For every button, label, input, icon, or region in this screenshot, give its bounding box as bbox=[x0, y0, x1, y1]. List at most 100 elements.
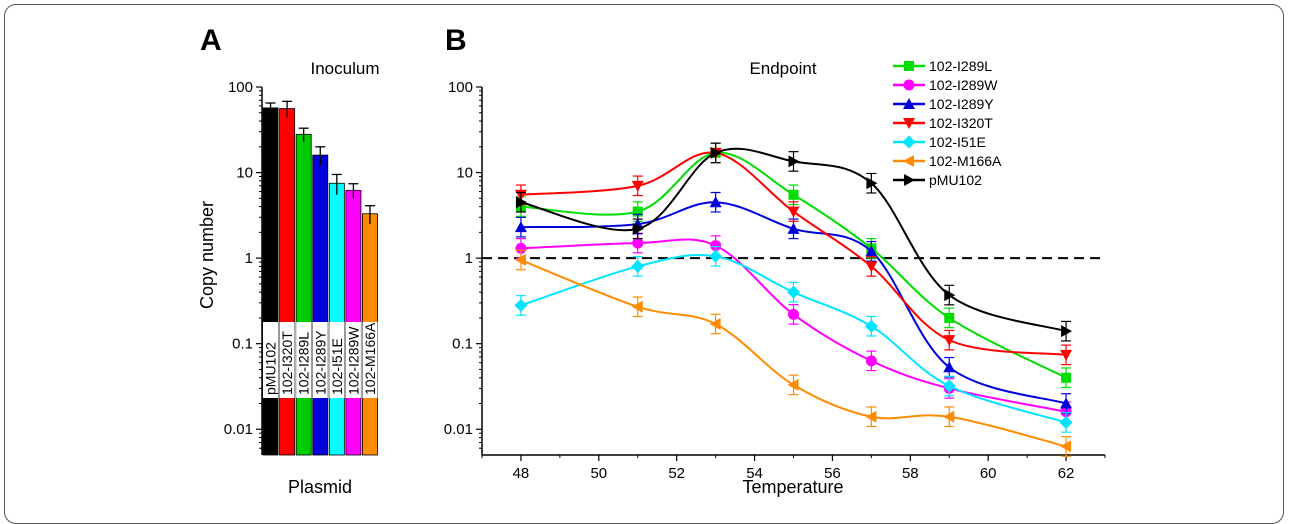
chart-b-data-point bbox=[787, 285, 800, 299]
chart-b-x-tick-label: 56 bbox=[824, 465, 841, 482]
chart-a-bar bbox=[279, 108, 296, 456]
chart-b-data-point bbox=[788, 155, 800, 168]
chart-b-legend: 102-I289L 102-I289W 102-I289Y 102-I320T 102-… bbox=[893, 58, 1002, 188]
chart-b-data-point bbox=[944, 289, 956, 302]
chart-a-bar bbox=[328, 182, 345, 456]
chart-a-label-band bbox=[312, 322, 328, 398]
chart-b-legend-marker bbox=[904, 61, 914, 71]
chart-b-data-point bbox=[709, 249, 723, 263]
chart-b-data-point bbox=[710, 240, 722, 252]
chart-b-data-point bbox=[1060, 440, 1072, 453]
chart-b-legend-label: 102-I51E bbox=[929, 134, 986, 150]
chart-a-label-band bbox=[345, 322, 361, 398]
chart-b-x-tick-label: 48 bbox=[513, 465, 530, 482]
chart-a-bar bbox=[262, 107, 279, 456]
chart-a-category-label: 102-M166A bbox=[362, 322, 378, 395]
chart-b-data-point bbox=[710, 146, 722, 159]
chart-a-label-band bbox=[362, 322, 378, 398]
chart-b-data-point bbox=[1061, 372, 1072, 383]
chart-b-data-point bbox=[1060, 349, 1073, 361]
chart-b-legend-label: 102-I320T bbox=[929, 115, 993, 131]
chart-a-category-label: 102-I320T bbox=[279, 331, 295, 395]
chart-b-data-point bbox=[514, 298, 528, 312]
chart-a-category-label: pMU102 bbox=[263, 342, 279, 395]
chart-b-data-point bbox=[631, 259, 645, 273]
chart-b-legend-marker bbox=[903, 155, 914, 167]
chart-b-data-point bbox=[514, 221, 527, 233]
chart-b-data-point bbox=[709, 196, 722, 208]
chart-b-xlabel: Temperature bbox=[742, 477, 843, 497]
chart-b-data-point bbox=[709, 317, 721, 330]
chart-b-data-point bbox=[787, 206, 800, 218]
chart-b-data-point bbox=[788, 189, 799, 200]
chart-b-data-point bbox=[632, 237, 644, 249]
chart-b-legend-label: 102-I289L bbox=[929, 58, 992, 74]
chart-b-data-point bbox=[787, 378, 799, 391]
chart-a-y-tick-label: 100 bbox=[228, 79, 253, 96]
chart-a-bar bbox=[295, 133, 312, 456]
chart-b-data-point bbox=[1060, 397, 1073, 409]
chart-b-x-tick-label: 54 bbox=[746, 465, 763, 482]
chart-b-data-point bbox=[943, 335, 956, 347]
chart-b-y-tick-label: 0.1 bbox=[452, 336, 473, 353]
chart-a-label-band bbox=[263, 322, 279, 398]
chart-b-data-point bbox=[788, 308, 799, 320]
chart-a-y-tick-label: 0.1 bbox=[232, 336, 253, 353]
chart-b-data-point bbox=[632, 222, 644, 235]
chart-b-data-point bbox=[864, 319, 878, 333]
chart-b-data-point bbox=[943, 361, 956, 373]
chart-a-category-label: 102-I51E bbox=[329, 338, 345, 395]
chart-b-legend-marker bbox=[903, 118, 915, 129]
chart-a-category-label: 102-I289Y bbox=[312, 330, 328, 395]
chart-b-legend-marker bbox=[903, 98, 915, 109]
chart-b-data-point bbox=[865, 245, 878, 257]
chart-a-bar bbox=[312, 154, 329, 456]
chart-b-legend-label: pMU102 bbox=[929, 172, 982, 188]
chart-b-data-point bbox=[866, 177, 878, 190]
chart-b-data-point bbox=[632, 206, 643, 217]
panel-b-letter: B bbox=[445, 24, 467, 57]
chart-b-legend-marker bbox=[904, 174, 915, 186]
chart-b-legend-label: 102-I289Y bbox=[929, 96, 994, 112]
chart-b-data-point bbox=[1059, 415, 1073, 429]
chart-a-ylabel: Copy number bbox=[197, 201, 217, 309]
chart-b-y-tick-label: 0.01 bbox=[444, 421, 473, 438]
chart-a-label-band bbox=[329, 322, 345, 398]
chart-b-data-point bbox=[787, 222, 800, 234]
chart-b-data-point bbox=[515, 242, 527, 254]
chart-b-legend-label: 102-M166A bbox=[929, 153, 1002, 169]
chart-b-x-tick-label: 52 bbox=[668, 465, 685, 482]
panel-a-letter: A bbox=[200, 24, 222, 57]
chart-b-title: Endpoint bbox=[749, 59, 816, 78]
chart-a-xlabel: Plasmid bbox=[288, 477, 352, 497]
chart-b-x-tick-label: 58 bbox=[902, 465, 919, 482]
chart-b-legend-marker bbox=[902, 135, 916, 149]
chart-b-y-tick-label: 1 bbox=[465, 250, 473, 267]
chart-b-series-line bbox=[520, 147, 1067, 333]
figure-canvas: A B Inoculum Plasmid Copy number 0.01 0.1… bbox=[197, 24, 1106, 497]
chart-b-data-point bbox=[865, 261, 878, 273]
chart-a-label-band bbox=[296, 322, 312, 398]
chart-b-data-point bbox=[865, 355, 877, 367]
chart-b-data-point bbox=[943, 410, 955, 423]
chart-b-data-point bbox=[514, 254, 526, 267]
chart-a-category-label: 102-I289W bbox=[345, 326, 361, 395]
chart-a-category-label: 102-I289L bbox=[296, 332, 312, 395]
chart-b-legend-label: 102-I289W bbox=[929, 77, 998, 93]
chart-a-y-tick-label: 1 bbox=[245, 250, 253, 267]
chart-b-data-point bbox=[515, 196, 527, 209]
chart-b-data-point bbox=[944, 312, 955, 323]
chart-b-data-point bbox=[631, 180, 644, 192]
chart-b-x-tick-label: 50 bbox=[590, 465, 607, 482]
chart-b-x-tick-label: 62 bbox=[1058, 465, 1075, 482]
chart-b-data-point bbox=[631, 300, 643, 313]
chart-b-x-tick-label: 60 bbox=[980, 465, 997, 482]
chart-b-legend-marker bbox=[903, 79, 915, 91]
chart-b-y-tick-label: 100 bbox=[448, 79, 473, 96]
chart-b-data-point bbox=[1061, 325, 1073, 338]
chart-a-title: Inoculum bbox=[311, 59, 380, 78]
chart-b-data-point bbox=[942, 379, 956, 393]
chart-a-y-tick-label: 10 bbox=[236, 165, 253, 182]
chart-b-data-point bbox=[865, 410, 877, 423]
